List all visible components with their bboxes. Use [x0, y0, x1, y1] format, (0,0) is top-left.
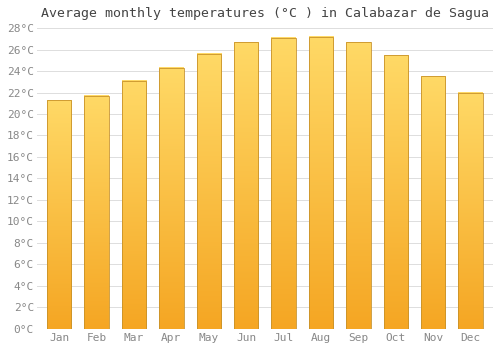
Bar — [122, 81, 146, 329]
Title: Average monthly temperatures (°C ) in Calabazar de Sagua: Average monthly temperatures (°C ) in Ca… — [41, 7, 489, 20]
Bar — [346, 42, 370, 329]
Bar — [159, 68, 184, 329]
Bar — [421, 76, 446, 329]
Bar — [309, 37, 333, 329]
Bar — [47, 100, 72, 329]
Bar — [384, 55, 408, 329]
Bar — [458, 92, 483, 329]
Bar — [196, 54, 221, 329]
Bar — [234, 42, 258, 329]
Bar — [84, 96, 108, 329]
Bar — [272, 38, 295, 329]
